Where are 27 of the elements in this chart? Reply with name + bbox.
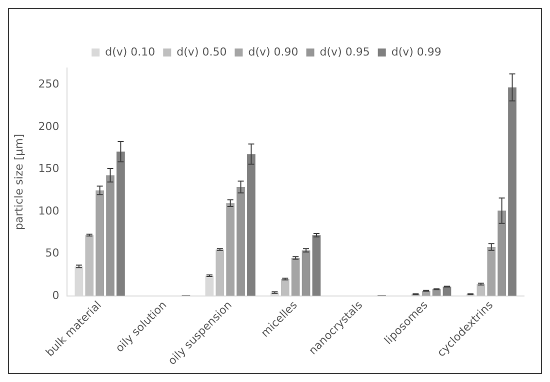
bar (498, 210, 506, 296)
y-tick-label: 250 (38, 78, 60, 91)
bar (96, 190, 104, 296)
bar (312, 235, 321, 296)
bar (216, 249, 224, 296)
bar (291, 258, 300, 296)
bar (280, 279, 290, 296)
bar (508, 87, 516, 296)
bar (226, 203, 235, 296)
y-tick-label: 150 (38, 162, 60, 176)
bar (487, 246, 496, 296)
legend-label: d(v) 0.99 (391, 45, 442, 58)
legend-label: d(v) 0.95 (320, 45, 370, 58)
bar (85, 235, 94, 296)
legend-label: d(v) 0.50 (176, 45, 227, 58)
legend-label: d(v) 0.10 (105, 45, 156, 58)
y-axis-title: particle size [µm] (12, 134, 26, 230)
legend-label: d(v) 0.90 (248, 45, 298, 58)
y-tick-label: 0 (52, 288, 60, 302)
bar (247, 154, 256, 296)
bar (106, 175, 114, 296)
y-tick-label: 100 (38, 204, 60, 218)
bar (302, 250, 310, 296)
y-tick-label: 200 (38, 120, 60, 133)
bar (116, 152, 125, 296)
bar (236, 187, 245, 296)
y-tick-label: 50 (45, 246, 60, 260)
